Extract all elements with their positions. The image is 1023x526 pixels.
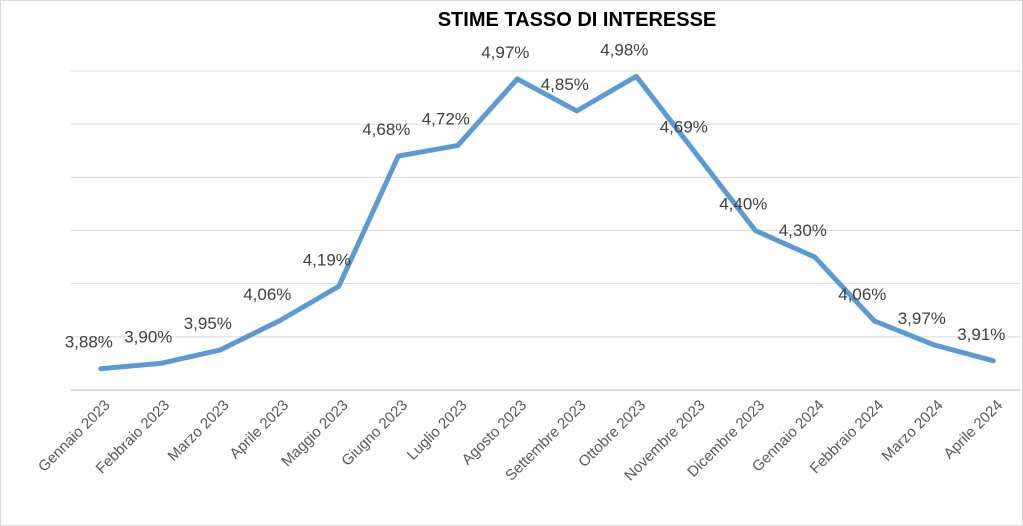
data-label: 4,40%	[719, 195, 767, 214]
data-label: 4,68%	[362, 120, 410, 139]
data-label: 4,72%	[422, 109, 470, 128]
series-line	[98, 73, 996, 372]
data-label: 3,95%	[184, 314, 232, 333]
data-label: 4,06%	[243, 285, 291, 304]
x-tick-label: Marzo 2024	[879, 397, 947, 465]
x-tick-label: Aprile 2023	[226, 397, 292, 463]
x-tick-label: Aprile 2024	[940, 397, 1006, 463]
x-tick-label: Marzo 2023	[165, 397, 233, 465]
data-label: 4,98%	[600, 40, 648, 59]
data-label: 4,06%	[838, 285, 886, 304]
data-label: 3,88%	[65, 333, 113, 352]
data-label: 4,97%	[481, 43, 529, 62]
data-labels: 3,88% 3,90% 3,95% 4,06% 4,19% 4,68% 4,72% 4,97%…	[65, 40, 1006, 351]
series-layer	[98, 73, 996, 372]
data-label: 4,30%	[779, 221, 827, 240]
chart-title: STIME TASSO DI INTERESSE	[438, 9, 717, 31]
data-label: 3,90%	[124, 327, 172, 346]
data-label: 3,97%	[898, 309, 946, 328]
data-label: 3,91%	[957, 325, 1005, 344]
data-label: 4,69%	[660, 117, 708, 136]
data-label: 4,85%	[541, 75, 589, 94]
data-label: 4,19%	[303, 250, 351, 269]
gridlines	[71, 70, 1021, 391]
